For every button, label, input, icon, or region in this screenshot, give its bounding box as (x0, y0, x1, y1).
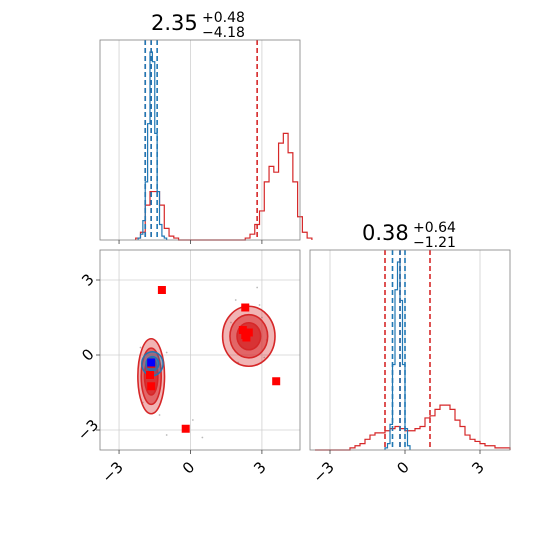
joint-red-square-8 (147, 382, 156, 391)
p2-xticklabel-2: 3 (468, 458, 487, 477)
p2-ticks: −3 0 3 (309, 450, 488, 486)
panel-joint: −3 0 3 −3 0 3 (74, 249, 301, 486)
joint-red-square-4 (244, 328, 253, 337)
joint-red-square-7 (146, 371, 154, 379)
joint-scatter-point-14 (191, 419, 194, 421)
p1-frame (99, 39, 301, 241)
p2-quantiles (384, 250, 431, 450)
p1-title: 2.35 +0.48 −4.18 (151, 10, 245, 41)
joint-scatter-point-13 (139, 346, 142, 349)
joint-scatter-point-3 (261, 316, 263, 319)
p2-title-minus: −1.21 (413, 235, 456, 251)
joint-scatter-point-6 (158, 414, 161, 416)
joint-scatter-point-1 (201, 436, 204, 439)
joint-scatter-point-11 (234, 299, 237, 301)
p2-xticklabel-0: −3 (309, 458, 337, 486)
joint-yticklabel-2: 3 (78, 270, 97, 289)
p2-title-median: 0.38 (362, 221, 409, 245)
joint-red-square-9 (272, 377, 281, 386)
joint-scatter-point-5 (263, 356, 266, 359)
p1-quantiles (144, 40, 258, 240)
p2-hist-blue (384, 261, 411, 450)
panel-param2-hist: −3 0 3 (309, 249, 511, 486)
joint-points (146, 286, 281, 433)
joint-red-square-10 (181, 424, 190, 433)
joint-xticklabel-2: 3 (250, 458, 269, 477)
joint-red-square-0 (157, 286, 166, 294)
joint-scatter-point-0 (165, 434, 168, 436)
joint-xticklabel-0: −3 (99, 458, 127, 486)
joint-grid (100, 250, 300, 450)
p1-ticks (118, 240, 263, 244)
panel-param1-hist (99, 39, 313, 244)
p2-frame (309, 249, 511, 451)
p1-grid (118, 40, 263, 240)
p2-title-plus: +0.64 (413, 220, 456, 236)
joint-yticklabel-1: 0 (78, 345, 97, 364)
p2-hist-red (315, 404, 511, 451)
p2-title: 0.38 +0.64 −1.21 (362, 220, 456, 251)
joint-scatter-point-9 (258, 304, 261, 306)
joint-scatter-point-4 (230, 321, 232, 324)
p1-title-plus: +0.48 (202, 10, 245, 26)
joint-blue-square-0 (147, 358, 156, 367)
joint-red-square-5 (242, 333, 251, 342)
p1-hist-blue (137, 51, 168, 240)
joint-yticklabel-0: −3 (74, 416, 102, 444)
joint-ticks: −3 0 3 −3 0 3 (74, 270, 270, 486)
joint-scatter-point-2 (256, 286, 259, 289)
p2-xticklabel-1: 0 (393, 458, 412, 477)
joint-contours (137, 305, 276, 415)
joint-xticklabel-1: 0 (179, 458, 198, 477)
joint-frame (99, 249, 301, 451)
joint-scatter-point-10 (165, 351, 168, 354)
joint-red-square-1 (241, 303, 250, 312)
p1-title-minus: −4.18 (202, 25, 245, 41)
joint-red-square-2 (238, 326, 247, 334)
p1-title-median: 2.35 (151, 11, 198, 35)
